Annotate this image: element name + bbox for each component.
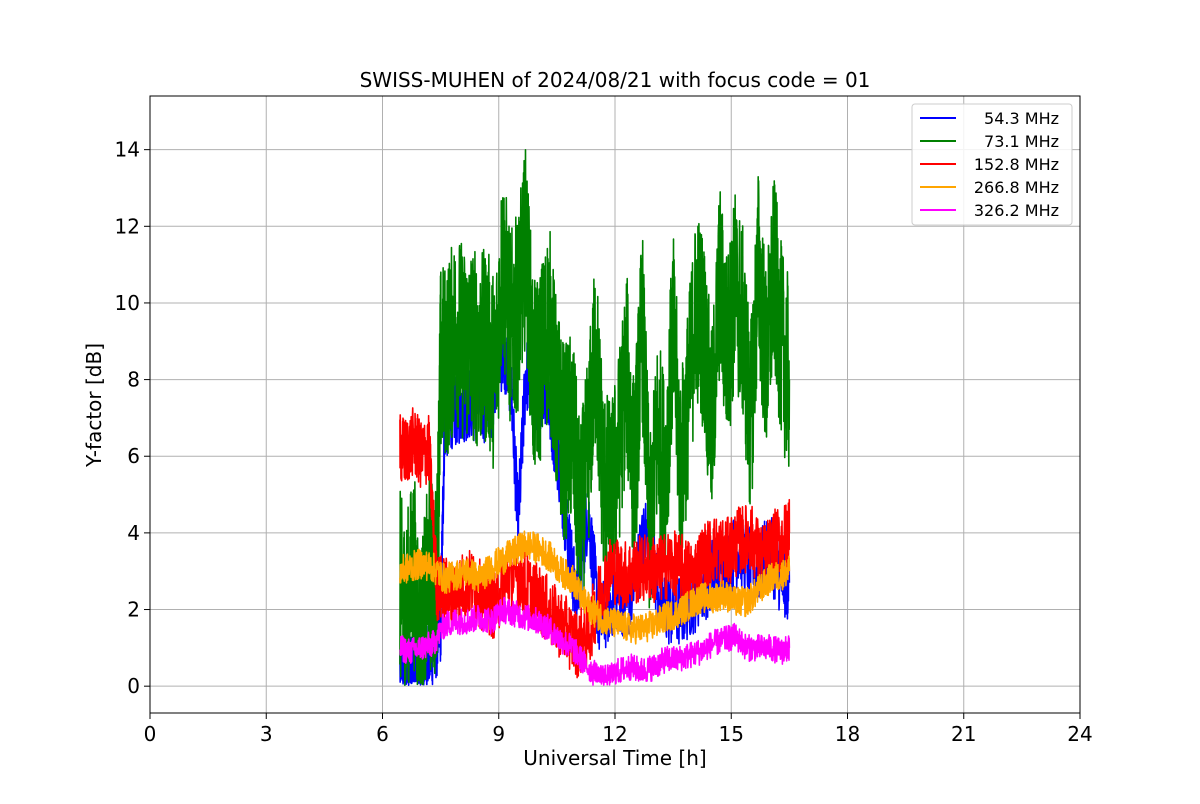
y-tick-label: 6 [127,444,140,468]
y-tick-label: 12 [115,214,140,238]
legend-label: 152.8 MHz [974,155,1059,174]
series-line-326-2-MHz [399,596,791,686]
legend-label: 266.8 MHz [974,178,1059,197]
x-axis-label: Universal Time [h] [523,746,706,770]
legend-box [911,103,1073,226]
x-tick-label: 9 [492,722,505,746]
y-tick-label: 4 [127,521,140,545]
legend-label: 326.2 MHz [974,201,1059,220]
x-tick-label: 6 [376,722,389,746]
y-tick-label: 2 [127,598,140,622]
chart-title: SWISS-MUHEN of 2024/08/21 with focus cod… [360,68,871,92]
y-tick-label: 10 [115,291,140,315]
x-tick-label: 24 [1067,722,1092,746]
x-tick-label: 3 [260,722,273,746]
y-tick-label: 8 [127,368,140,392]
x-tick-label: 0 [144,722,157,746]
plot-frame [149,95,1081,714]
y-axis-label: Y-factor [dB] [82,343,106,468]
series-line-266-8-MHz [399,530,791,645]
legend-label: 54.3 MHz [984,109,1059,128]
plot-area [399,148,791,687]
y-tick-label: 14 [115,138,140,162]
x-tick-label: 12 [602,722,627,746]
x-tick-label: 21 [951,722,976,746]
series-line-152-8-MHz [399,407,791,679]
x-tick-label: 15 [719,722,744,746]
series-line-73-1-MHz [399,148,791,687]
x-tick-label: 18 [835,722,860,746]
legend-label: 73.1 MHz [984,132,1059,151]
legend: 54.3 MHz 73.1 MHz 152.8 MHz 266.8 MHz 326.2 … [911,103,1073,226]
y-tick-label: 0 [127,674,140,698]
